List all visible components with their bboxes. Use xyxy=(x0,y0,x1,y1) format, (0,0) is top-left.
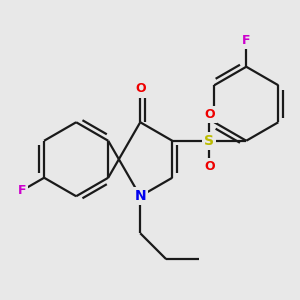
Text: F: F xyxy=(17,184,26,197)
Text: O: O xyxy=(204,160,214,173)
Text: N: N xyxy=(134,189,146,203)
Text: S: S xyxy=(204,134,214,148)
Text: O: O xyxy=(204,108,214,122)
Text: F: F xyxy=(242,34,250,47)
Text: O: O xyxy=(135,82,146,95)
